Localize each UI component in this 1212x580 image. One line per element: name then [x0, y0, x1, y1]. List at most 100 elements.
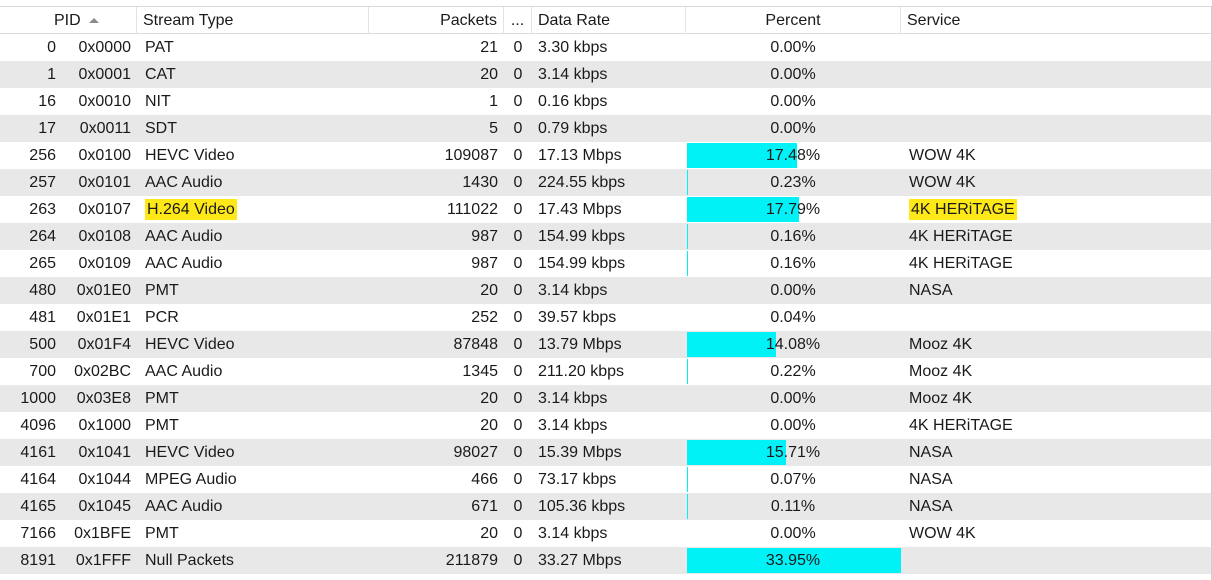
stream-type-cell-text: HEVC Video — [145, 147, 235, 164]
table-row[interactable]: 0 0x0000 PAT 21 0 3.30 kbps 0.00% — [0, 34, 1212, 61]
percent-cell: 0.00% — [686, 277, 900, 304]
table-row[interactable]: 8191 0x1FFF Null Packets 211879 0 33.27 Mbps 3… — [0, 547, 1212, 574]
data-rate-cell-text: 3.14 kbps — [538, 66, 607, 83]
data-rate-cell-text: 17.43 Mbps — [538, 201, 622, 218]
table-row[interactable]: 4165 0x1045 AAC Audio 671 0 105.36 kbps NASA 0.… — [0, 493, 1212, 520]
table-row[interactable]: 1 0x0001 CAT 20 0 3.14 kbps 0.00% — [0, 61, 1212, 88]
stream-type-cell: AAC Audio — [139, 223, 369, 250]
percent-cell: 0.22% — [686, 358, 900, 385]
service-cell-text: 4K HERiTAGE — [909, 255, 1013, 272]
column-header-data-rate[interactable]: Data Rate — [532, 7, 686, 34]
errors-cell-text: 0 — [514, 66, 523, 83]
data-rate-cell-text: 3.30 kbps — [538, 39, 607, 56]
data-rate-cell: 3.14 kbps — [532, 277, 686, 304]
percent-cell: 0.11% — [686, 493, 900, 520]
pid-cell: 500 — [0, 331, 62, 358]
errors-cell: 0 — [504, 385, 532, 412]
pid-hex-cell-text: 0x0010 — [79, 93, 132, 110]
percent-cell: 0.00% — [686, 34, 900, 61]
column-header-errors[interactable]: ... — [504, 7, 532, 34]
pid-hex-cell: 0x1041 — [62, 439, 137, 466]
service-cell-text: NASA — [909, 471, 953, 488]
table-row[interactable]: 4164 0x1044 MPEG Audio 466 0 73.17 kbps NASA 0.… — [0, 466, 1212, 493]
table-row[interactable]: 1000 0x03E8 PMT 20 0 3.14 kbps Mooz 4K 0.00% — [0, 385, 1212, 412]
stream-type-cell: PAT — [139, 34, 369, 61]
table-row[interactable]: 265 0x0109 AAC Audio 987 0 154.99 kbps 4K HERi… — [0, 250, 1212, 277]
pid-cell-text: 4161 — [20, 444, 56, 461]
table-row[interactable]: 4096 0x1000 PMT 20 0 3.14 kbps 4K HERiTAGE 0.00… — [0, 412, 1212, 439]
service-cell: WOW 4K — [903, 142, 1212, 169]
errors-cell-text: 0 — [514, 417, 523, 434]
data-rate-cell-text: 0.79 kbps — [538, 120, 607, 137]
stream-type-cell-text: Null Packets — [145, 552, 234, 569]
packets-cell-text: 1430 — [462, 174, 498, 191]
data-rate-cell-text: 3.14 kbps — [538, 417, 607, 434]
table-row[interactable]: 16 0x0010 NIT 1 0 0.16 kbps 0.00% — [0, 88, 1212, 115]
packets-cell: 20 — [369, 277, 504, 304]
column-header-packets[interactable]: Packets — [369, 7, 504, 34]
pid-hex-cell-text: 0x1044 — [79, 471, 132, 488]
pid-hex-cell: 0x0109 — [62, 250, 137, 277]
table-row[interactable]: 256 0x0100 HEVC Video 109087 0 17.13 Mbps WOW … — [0, 142, 1212, 169]
errors-cell-text: 0 — [514, 498, 523, 515]
stream-type-cell-text: HEVC Video — [145, 444, 235, 461]
packets-cell-text: 21 — [480, 39, 498, 56]
packets-cell: 987 — [369, 223, 504, 250]
service-cell-text: 4K HERiTAGE — [909, 199, 1017, 220]
packets-cell: 5 — [369, 115, 504, 142]
column-header-stream-type[interactable]: Stream Type — [137, 7, 369, 34]
stream-type-cell-text: H.264 Video — [145, 199, 237, 220]
column-header-service-label: Service — [907, 12, 960, 29]
packets-cell: 987 — [369, 250, 504, 277]
table-row[interactable]: 481 0x01E1 PCR 252 0 39.57 kbps 0.04% — [0, 304, 1212, 331]
column-header-percent[interactable]: Percent — [686, 7, 901, 34]
stream-type-cell-text: HEVC Video — [145, 336, 235, 353]
table-row[interactable]: 257 0x0101 AAC Audio 1430 0 224.55 kbps WOW 4K… — [0, 169, 1212, 196]
data-rate-cell-text: 33.27 Mbps — [538, 552, 622, 569]
data-rate-cell: 15.39 Mbps — [532, 439, 686, 466]
packets-cell-text: 671 — [471, 498, 498, 515]
column-header-service[interactable]: Service — [901, 7, 1212, 34]
table-row[interactable]: 7166 0x1BFE PMT 20 0 3.14 kbps WOW 4K 0.00% — [0, 520, 1212, 547]
table-row[interactable]: 500 0x01F4 HEVC Video 87848 0 13.79 Mbps Mooz … — [0, 331, 1212, 358]
pid-cell: 8191 — [0, 547, 62, 574]
pid-hex-cell: 0x01F4 — [62, 331, 137, 358]
table-row[interactable]: 480 0x01E0 PMT 20 0 3.14 kbps NASA 0.00% — [0, 277, 1212, 304]
percent-cell: 0.00% — [686, 88, 900, 115]
table-row[interactable]: 4161 0x1041 HEVC Video 98027 0 15.39 Mbps NASA… — [0, 439, 1212, 466]
packets-cell: 21 — [369, 34, 504, 61]
data-rate-cell: 17.43 Mbps — [532, 196, 686, 223]
table-row[interactable]: 264 0x0108 AAC Audio 987 0 154.99 kbps 4K HERi… — [0, 223, 1212, 250]
data-rate-cell: 211.20 kbps — [532, 358, 686, 385]
table-row[interactable]: 700 0x02BC AAC Audio 1345 0 211.20 kbps Mooz 4… — [0, 358, 1212, 385]
service-cell-text: Mooz 4K — [909, 363, 972, 380]
errors-cell: 0 — [504, 88, 532, 115]
data-rate-cell: 73.17 kbps — [532, 466, 686, 493]
table-row[interactable]: 17 0x0011 SDT 5 0 0.79 kbps 0.00% — [0, 115, 1212, 142]
table-row[interactable]: 263 0x0107 H.264 Video 111022 0 17.43 Mbps 4K … — [0, 196, 1212, 223]
percent-cell: 17.48% — [686, 142, 900, 169]
column-header-data-rate-label: Data Rate — [538, 12, 610, 29]
packets-cell: 87848 — [369, 331, 504, 358]
service-cell: WOW 4K — [903, 520, 1212, 547]
stream-type-cell: NIT — [139, 88, 369, 115]
pid-hex-cell: 0x1FFF — [62, 547, 137, 574]
pid-cell: 480 — [0, 277, 62, 304]
errors-cell: 0 — [504, 277, 532, 304]
pid-hex-cell-text: 0x0011 — [80, 120, 131, 137]
pid-hex-cell: 0x02BC — [62, 358, 137, 385]
data-rate-cell-text: 0.16 kbps — [538, 93, 607, 110]
column-header-pid[interactable]: PID — [0, 7, 137, 34]
stream-type-cell-text: PAT — [145, 39, 174, 56]
stream-type-cell: PMT — [139, 412, 369, 439]
errors-cell: 0 — [504, 439, 532, 466]
stream-type-cell: AAC Audio — [139, 250, 369, 277]
stream-type-cell-text: SDT — [145, 120, 177, 137]
data-rate-cell-text: 211.20 kbps — [538, 363, 624, 380]
pid-hex-cell: 0x0010 — [62, 88, 137, 115]
service-cell: NASA — [903, 493, 1212, 520]
pid-cell-text: 4165 — [20, 498, 56, 515]
packets-cell: 1 — [369, 88, 504, 115]
packets-cell-text: 211879 — [446, 552, 498, 569]
